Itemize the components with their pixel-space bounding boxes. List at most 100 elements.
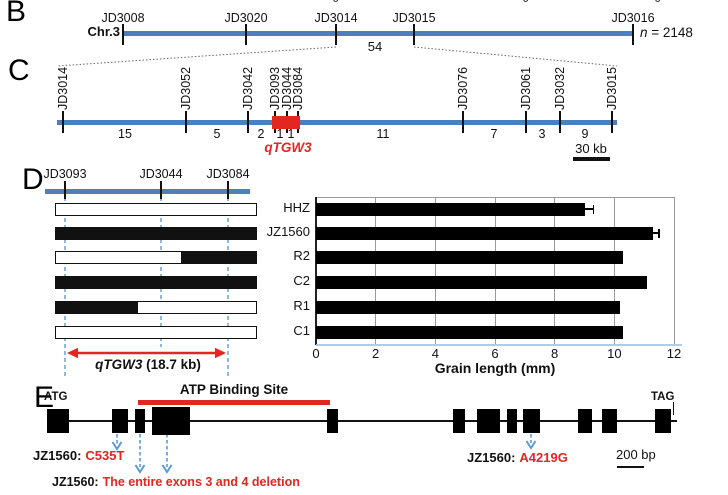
scale-bar-e [617, 466, 644, 469]
scale-bar-c [573, 157, 610, 161]
mutation-strain: JZ1560: [467, 450, 516, 465]
mutation-strain: JZ1560: [52, 475, 99, 489]
marker-tick [62, 111, 64, 133]
recombinant-count: 15 [118, 127, 132, 141]
exon-box [453, 409, 465, 433]
marker-label: JD3084 [290, 66, 305, 110]
error-bar-line [653, 232, 660, 234]
x-axis-line [316, 344, 682, 346]
marker-label: JD3014 [314, 11, 358, 25]
recombinant-count: 11 [376, 127, 390, 141]
marker-tick [227, 181, 229, 199]
strain-label: R2 [293, 248, 310, 263]
marker-tick [335, 24, 337, 45]
marker-label: JD3084 [206, 167, 250, 181]
chart-bar [316, 325, 624, 339]
x-tick-label: 4 [431, 346, 439, 361]
error-bar-line [584, 208, 594, 210]
exon-box [655, 409, 671, 433]
marker-tick [185, 111, 187, 133]
region-line-d [45, 189, 250, 194]
marker-tick [64, 181, 66, 199]
panel-label-e: E [34, 381, 55, 414]
strain-label: HHZ [283, 200, 310, 215]
population-size-label: n = 2148 [640, 25, 693, 41]
panel-label-d: D [22, 163, 44, 196]
mutation-change: C535T [85, 448, 125, 463]
chart-bar [316, 275, 648, 289]
marker-tick [247, 111, 249, 133]
haplotype-bar-segment [137, 300, 257, 314]
marker-label: JD3015 [392, 11, 436, 25]
x-tick-label: 8 [551, 346, 559, 361]
marker-label: JD3042 [240, 66, 255, 110]
marker-label: JD3052 [178, 66, 193, 110]
scale-bar-label-e: 200 bp [616, 447, 656, 462]
marker-label: JD3032 [552, 66, 567, 110]
mutation-arrow-head-icon [134, 464, 146, 474]
exon-box [152, 407, 190, 435]
mutation-label-c535t: JZ1560: C535T [33, 448, 125, 463]
error-bar-cap [658, 228, 660, 238]
marker-label: JD3093 [43, 167, 87, 181]
exon-box [477, 409, 500, 433]
cropped-glyph: J [655, 0, 664, 4]
recombinant-count: 1 [276, 127, 284, 141]
mutation-arrow-head-icon [161, 464, 173, 474]
atp-binding-site-bar [138, 400, 330, 405]
n-value: = 2148 [647, 25, 693, 40]
mutation-label-exon-deletion: JZ1560: The entire exons 3 and 4 deletion [52, 475, 300, 490]
recombinant-count: 3 [538, 127, 546, 141]
qtl-name-label: qTGW3 [264, 140, 312, 155]
y-axis-line [315, 197, 317, 345]
fine-map-line-c [57, 120, 617, 125]
cropped-text-fragment: J [523, 0, 532, 4]
marker-label: JD3044 [139, 167, 183, 181]
marker-tick [122, 24, 124, 45]
chart-bar [316, 226, 654, 240]
exon-box [507, 409, 517, 433]
marker-tick [413, 24, 415, 45]
x-tick-label: 6 [491, 346, 499, 361]
recombinant-count: 5 [213, 127, 221, 141]
marker-label: JD3016 [611, 11, 655, 25]
haplotype-bar-segment [55, 300, 137, 314]
stop-codon-tick [673, 402, 674, 415]
exon-box [327, 409, 338, 433]
marker-label: JD3015 [604, 66, 619, 110]
chart-bar [316, 300, 621, 314]
atp-binding-site-label: ATP Binding Site [179, 382, 289, 397]
recombinant-count: 2 [257, 127, 265, 141]
gridline [613, 197, 615, 345]
cropped-text-fragment: J [655, 0, 664, 4]
mutation-change: The entire exons 3 and 4 deletion [102, 475, 300, 489]
exon-box [578, 409, 592, 433]
zoom-connector-line [413, 46, 618, 67]
recombinant-count: 9 [581, 127, 589, 141]
x-tick-label: 12 [666, 346, 682, 361]
exon-box [112, 409, 128, 433]
gridline [494, 197, 496, 345]
stop-codon-label: TAG [651, 391, 675, 403]
gridline [434, 197, 436, 345]
marker-label: JD3014 [55, 66, 70, 110]
haplotype-bar-segment [55, 275, 257, 289]
qtl-region-label: qTGW3 (18.7 kb) [56, 357, 240, 373]
scale-bar-label-c: 30 kb [575, 141, 607, 156]
panel-label-c: C [8, 54, 30, 87]
exon-box [135, 409, 145, 433]
n-symbol: n [640, 25, 648, 40]
start-codon-label: ATG [44, 391, 68, 403]
marker-label: JD3020 [224, 11, 268, 25]
cropped-glyph: J [523, 0, 532, 4]
chromosome-label: Chr.3 [87, 24, 120, 39]
x-tick-label: 10 [607, 346, 622, 361]
zoom-connector-line [56, 46, 337, 67]
mutation-change: A4219G [519, 450, 568, 465]
mutation-arrow-head-icon [111, 441, 123, 451]
chromosome-line-b [123, 31, 633, 36]
haplotype-bar-segment [55, 226, 257, 240]
mutation-label-a4219g: JZ1560: A4219G [467, 450, 568, 465]
gridline [554, 197, 556, 345]
